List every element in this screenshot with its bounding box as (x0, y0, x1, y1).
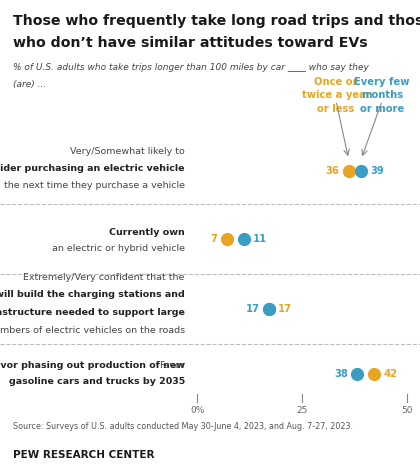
Text: Every few
months
or more: Every few months or more (354, 77, 410, 114)
Text: Those who frequently take long road trips and those: Those who frequently take long road trip… (13, 14, 420, 28)
Text: Currently own: Currently own (109, 227, 185, 237)
Text: Favor: Favor (159, 360, 185, 370)
Text: 17: 17 (278, 304, 292, 314)
Text: 38: 38 (334, 369, 348, 380)
Text: numbers of electric vehicles on the roads: numbers of electric vehicles on the road… (0, 326, 185, 335)
Text: % of U.S. adults who take trips longer than 100 miles by car ____ who say they: % of U.S. adults who take trips longer t… (13, 63, 368, 72)
Text: 50: 50 (402, 406, 413, 415)
Text: Extremely/Very confident that the: Extremely/Very confident that the (24, 272, 185, 282)
Text: 7: 7 (211, 234, 218, 244)
Text: PEW RESEARCH CENTER: PEW RESEARCH CENTER (13, 450, 154, 460)
Text: who don’t have similar attitudes toward EVs: who don’t have similar attitudes toward … (13, 36, 367, 50)
Text: 11: 11 (253, 234, 267, 244)
Text: (are) ...: (are) ... (13, 80, 46, 89)
Text: Favor phasing out production of new: Favor phasing out production of new (0, 360, 185, 370)
Text: gasoline cars and trucks by 2035: gasoline cars and trucks by 2035 (8, 377, 185, 387)
Text: 39: 39 (370, 166, 384, 176)
Text: infrastructure needed to support large: infrastructure needed to support large (0, 308, 185, 317)
Text: an electric or hybrid vehicle: an electric or hybrid vehicle (52, 243, 185, 253)
Text: Source: Surveys of U.S. adults conducted May 30-June 4, 2023, and Aug. 7-27, 202: Source: Surveys of U.S. adults conducted… (13, 422, 353, 431)
Text: 42: 42 (383, 369, 397, 380)
Text: 25: 25 (297, 406, 308, 415)
Text: Very/Somewhat likely to: Very/Somewhat likely to (70, 146, 185, 156)
Text: Once or
twice a year
or less: Once or twice a year or less (302, 77, 370, 114)
Text: U.S. will build the charging stations and: U.S. will build the charging stations an… (0, 290, 185, 300)
Text: 17: 17 (246, 304, 260, 314)
Text: 36: 36 (326, 166, 339, 176)
Text: the next time they purchase a vehicle: the next time they purchase a vehicle (4, 181, 185, 190)
Text: seriously consider purchasing an electric vehicle: seriously consider purchasing an electri… (0, 163, 185, 173)
Text: 0%: 0% (190, 406, 205, 415)
